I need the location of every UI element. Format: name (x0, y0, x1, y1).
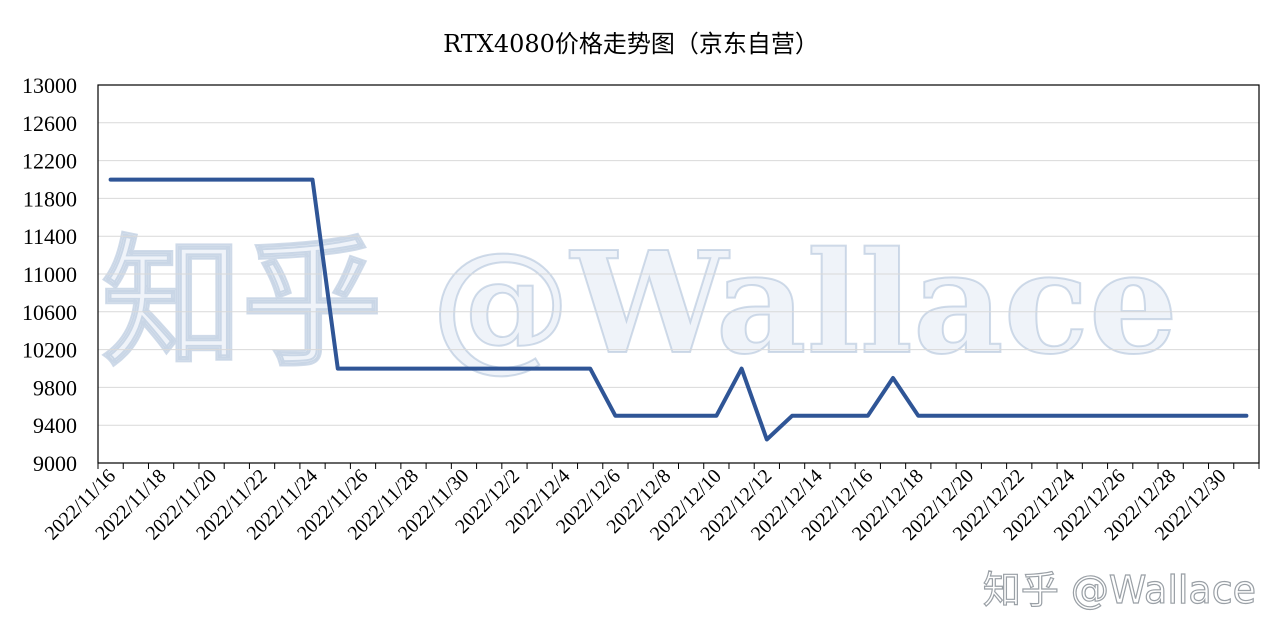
y-tick-label: 11000 (23, 262, 77, 287)
y-tick-label: 13000 (22, 73, 77, 98)
y-tick-label: 11800 (23, 186, 77, 211)
y-tick-label: 9400 (33, 413, 77, 438)
y-tick-label: 12200 (22, 149, 77, 174)
y-tick-label: 10600 (22, 300, 77, 325)
y-tick-label: 10200 (22, 338, 77, 363)
y-tick-label: 12600 (22, 111, 77, 136)
price-series-line (108, 177, 1249, 442)
y-tick-label: 9000 (33, 451, 77, 476)
watermark-large: 知乎 @Wallace (102, 222, 1178, 386)
y-tick-label: 9800 (33, 375, 77, 400)
watermark-small: 知乎 @Wallace (983, 568, 1256, 612)
series-layer (108, 177, 1249, 442)
y-tick-label: 11400 (23, 224, 77, 249)
chart-title: RTX4080价格走势图（京东自营） (443, 30, 819, 58)
